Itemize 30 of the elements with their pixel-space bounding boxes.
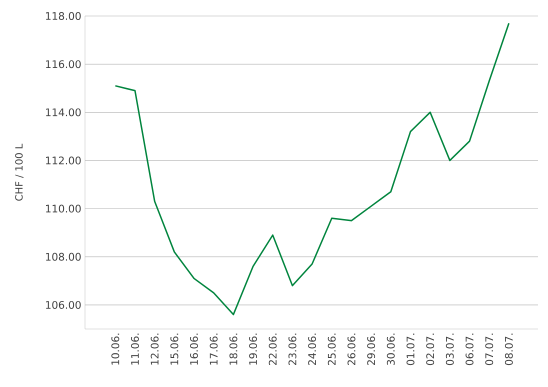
x-tick-label: 23.06.: [288, 334, 296, 366]
x-tick-label: 19.06.: [249, 334, 258, 365]
x-tick-label: 07.07.: [485, 334, 494, 366]
y-axis-title: CHF / 100 L: [15, 144, 24, 201]
y-tick-label: 110.00: [46, 204, 81, 213]
x-tick-label: 01.07.: [406, 334, 414, 366]
x-tick-label: 10.06.: [111, 334, 120, 365]
x-tick-label: 15.06.: [170, 334, 178, 365]
y-tick-label: 106.00: [46, 300, 81, 309]
x-tick-label: 25.06.: [328, 334, 336, 366]
y-tick-label: 114.00: [46, 108, 81, 116]
x-tick-label: 18.06.: [229, 334, 238, 365]
y-tick-label: 118.00: [46, 12, 81, 20]
x-tick-label: 08.07.: [504, 334, 513, 366]
y-tick-label: 116.00: [46, 60, 81, 68]
x-tick-label: 22.06.: [268, 334, 277, 366]
y-tick-label: 108.00: [46, 252, 81, 261]
x-tick-label: 29.06.: [367, 334, 376, 366]
x-tick-label: 24.06.: [308, 334, 316, 366]
x-tick-label: 06.07.: [466, 334, 474, 366]
x-tick-label: 16.06.: [190, 334, 198, 365]
x-tick-label: 03.07.: [446, 334, 454, 366]
x-tick-label: 30.06.: [386, 334, 395, 365]
x-tick-label: 17.06.: [210, 334, 218, 365]
x-tick-label: 26.06.: [347, 334, 356, 366]
x-tick-label: 12.06.: [150, 334, 159, 365]
x-tick-label: 02.07.: [426, 334, 434, 366]
y-tick-label: 112.00: [46, 156, 81, 164]
line-series: [114, 22, 510, 316]
x-tick-label: 11.06.: [131, 334, 139, 365]
